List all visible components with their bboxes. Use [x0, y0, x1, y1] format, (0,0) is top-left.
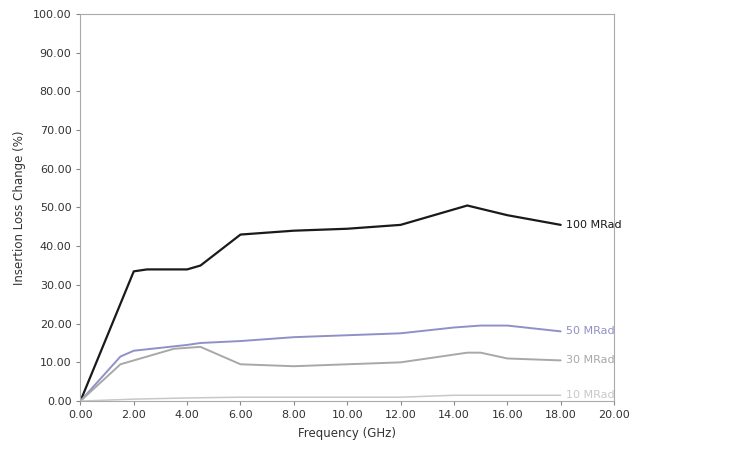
Text: 30 MRad: 30 MRad — [566, 355, 615, 366]
Y-axis label: Insertion Loss Change (%): Insertion Loss Change (%) — [13, 130, 26, 285]
Text: 100 MRad: 100 MRad — [566, 220, 621, 230]
Text: 50 MRad: 50 MRad — [566, 326, 615, 337]
X-axis label: Frequency (GHz): Frequency (GHz) — [298, 427, 396, 440]
Text: 10 MRad: 10 MRad — [566, 390, 615, 400]
